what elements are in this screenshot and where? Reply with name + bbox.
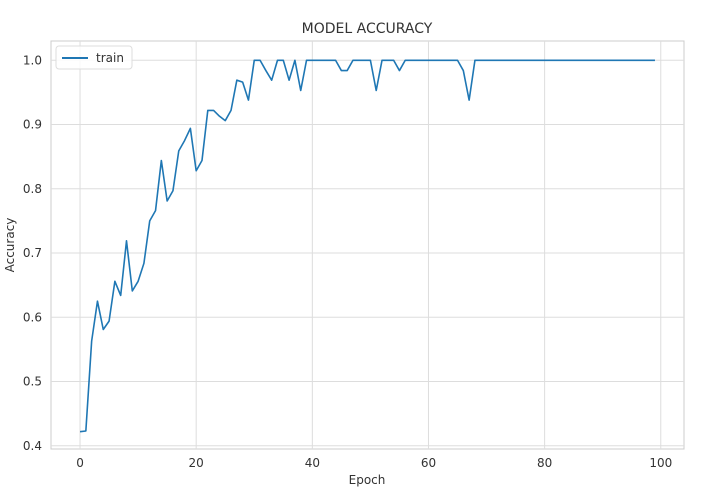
x-axis-title: Epoch [349, 473, 386, 487]
plot-background [50, 40, 685, 450]
chart-title: MODEL ACCURACY [302, 21, 433, 37]
y-tick-label: 0.8 [23, 182, 42, 196]
series-line-train [79, 59, 655, 433]
y-tick-label: 0.5 [23, 375, 42, 389]
x-tick-label: 20 [189, 456, 204, 470]
y-tick-label: 0.6 [23, 310, 42, 324]
y-tick-labels: 0.4 0.5 0.6 0.7 0.8 0.9 1.0 [23, 53, 42, 453]
y-tick-label: 1.0 [23, 53, 42, 67]
legend-box [55, 45, 133, 70]
x-gridlines [79, 41, 662, 449]
series-lines [79, 59, 655, 433]
y-gridlines [51, 59, 684, 447]
y-tick-label: 0.4 [23, 439, 42, 453]
y-axis-title: Accuracy [3, 218, 17, 273]
x-tick-labels: 0 20 40 60 80 100 [76, 456, 672, 470]
x-tick-label: 100 [649, 456, 672, 470]
legend-label-train: train [96, 51, 124, 65]
x-tick-label: 80 [537, 456, 552, 470]
y-tick-label: 0.9 [23, 118, 42, 132]
x-tick-label: 60 [421, 456, 436, 470]
y-tick-label: 0.7 [23, 246, 42, 260]
legend: train [55, 45, 133, 70]
x-tick-label: 0 [76, 456, 84, 470]
x-tick-label: 40 [305, 456, 320, 470]
